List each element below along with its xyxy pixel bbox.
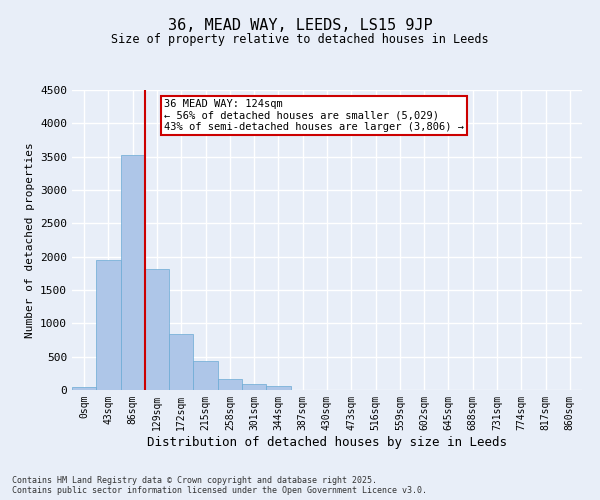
Bar — [193, 362, 218, 390]
Bar — [96, 260, 121, 390]
Text: 36 MEAD WAY: 124sqm
← 56% of detached houses are smaller (5,029)
43% of semi-det: 36 MEAD WAY: 124sqm ← 56% of detached ho… — [164, 99, 464, 132]
Bar — [242, 384, 266, 390]
Bar — [72, 386, 96, 390]
Bar — [145, 268, 169, 390]
Bar — [266, 386, 290, 390]
X-axis label: Distribution of detached houses by size in Leeds: Distribution of detached houses by size … — [147, 436, 507, 448]
Y-axis label: Number of detached properties: Number of detached properties — [25, 142, 35, 338]
Text: Contains HM Land Registry data © Crown copyright and database right 2025.
Contai: Contains HM Land Registry data © Crown c… — [12, 476, 427, 495]
Bar — [169, 334, 193, 390]
Bar — [121, 156, 145, 390]
Bar — [218, 380, 242, 390]
Text: Size of property relative to detached houses in Leeds: Size of property relative to detached ho… — [111, 32, 489, 46]
Text: 36, MEAD WAY, LEEDS, LS15 9JP: 36, MEAD WAY, LEEDS, LS15 9JP — [167, 18, 433, 32]
